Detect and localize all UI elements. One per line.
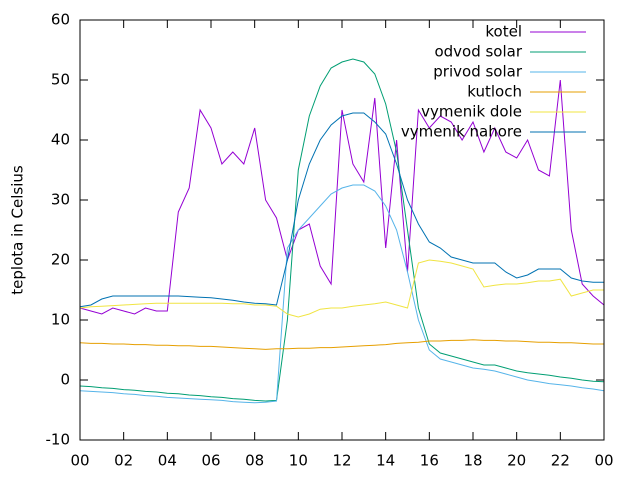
legend-label: privod solar (433, 63, 523, 81)
series-line (79, 259, 604, 318)
x-tick-label: 02 (114, 452, 133, 470)
x-tick-label: 14 (376, 452, 395, 470)
y-tick-label: 10 (51, 311, 70, 329)
y-axis-label: teplota in Celsius (9, 165, 27, 295)
x-tick-label: 00 (70, 452, 89, 470)
x-tick-label: 12 (332, 452, 351, 470)
x-tick-label: 20 (507, 452, 526, 470)
y-tick-label: 30 (51, 191, 70, 209)
series-line (79, 184, 605, 404)
y-tick-label: 0 (60, 371, 70, 389)
legend-label: odvod solar (434, 43, 522, 61)
legend-label: kutloch (467, 83, 522, 101)
y-tick-label: -10 (46, 431, 71, 449)
x-tick-label: 10 (289, 452, 308, 470)
x-tick-label: 04 (158, 452, 177, 470)
series-line (79, 58, 605, 402)
y-tick-label: 50 (51, 71, 70, 89)
y-tick-label: 40 (51, 131, 70, 149)
x-tick-label: 06 (201, 452, 220, 470)
y-tick-label: 60 (51, 11, 70, 29)
series-line (79, 339, 604, 350)
x-tick-label: 00 (594, 452, 613, 470)
x-tick-label: 16 (420, 452, 439, 470)
plot-border (79, 19, 605, 441)
legend-label: vymenik nahore (401, 123, 522, 141)
legend-label: vymenik dole (421, 103, 522, 121)
legend-label: kotel (485, 23, 522, 41)
x-tick-label: 18 (463, 452, 482, 470)
x-tick-label: 22 (551, 452, 570, 470)
y-tick-label: 20 (51, 251, 70, 269)
series-line (79, 112, 604, 308)
series-line (79, 79, 605, 315)
x-tick-label: 08 (245, 452, 264, 470)
